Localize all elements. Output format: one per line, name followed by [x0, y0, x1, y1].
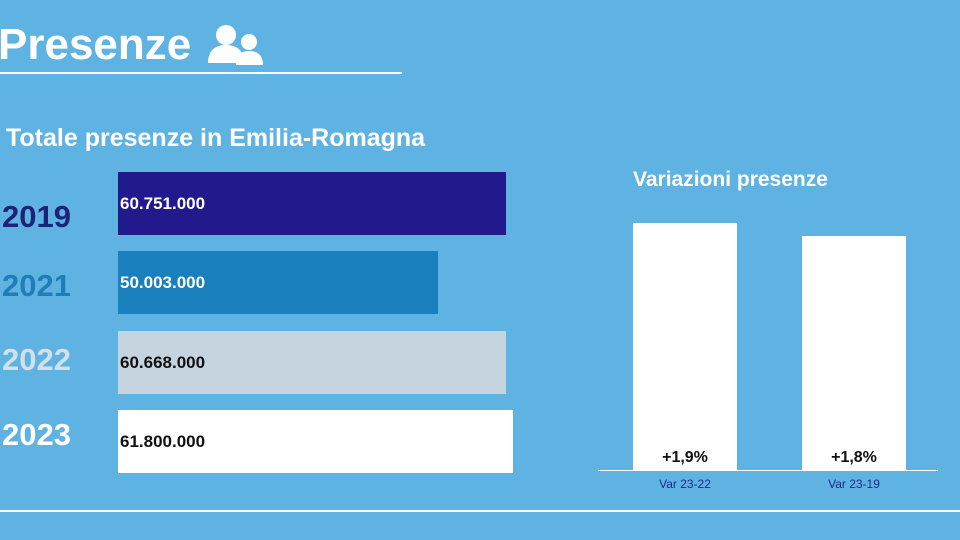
- bar-2021: 50.003.000: [118, 251, 438, 314]
- bar-value-label-2021: 50.003.000: [120, 272, 206, 292]
- variation-value-label-1: +1,9%: [662, 449, 708, 466]
- year-label-2021: 2021: [2, 268, 71, 303]
- title-divider: [0, 72, 402, 74]
- vertical-chart-title: Variazioni presenze: [633, 168, 828, 191]
- variation-bar-2: [802, 236, 906, 470]
- bar-value-label-2022: 60.668.000: [120, 352, 206, 372]
- year-label-2022: 2022: [2, 342, 71, 377]
- users-icon: [207, 23, 265, 67]
- variation-bar-1: [633, 223, 737, 470]
- bar-2022: 60.668.000: [118, 331, 506, 394]
- variation-category-label-2: Var 23-19: [828, 477, 880, 491]
- bar-2019: 60.751.000: [118, 172, 506, 235]
- bar-2023: 61.800.000: [118, 410, 513, 473]
- bar-value-label-2019: 60.751.000: [120, 193, 206, 213]
- vertical-chart-baseline: [598, 470, 938, 471]
- bottom-divider: [0, 510, 960, 512]
- page-title: Presenze: [0, 18, 265, 72]
- year-label-2019: 2019: [2, 199, 71, 234]
- year-label-2023: 2023: [2, 417, 71, 452]
- variation-value-label-2: +1,8%: [831, 449, 877, 466]
- variation-category-label-1: Var 23-22: [659, 477, 711, 491]
- page-title-text: Presenze: [0, 20, 192, 69]
- bar-value-label-2023: 61.800.000: [120, 431, 206, 451]
- horizontal-chart-title: Totale presenze in Emilia-Romagna: [6, 124, 426, 152]
